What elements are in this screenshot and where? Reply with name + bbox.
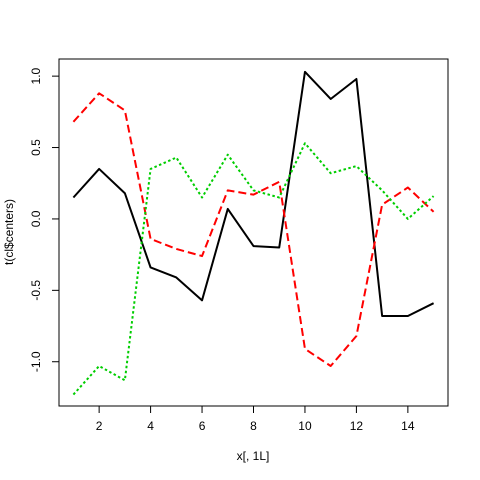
x-tick-label: 14 (401, 419, 415, 433)
x-axis: 2 4 6 8 10 12 14 (96, 405, 415, 433)
x-axis-label: x[, 1L] (237, 449, 270, 463)
x-tick-label: 10 (298, 419, 312, 433)
x-tick-label: 8 (250, 419, 257, 433)
y-tick-label: 1.0 (29, 67, 43, 84)
y-tick-label: 0.5 (29, 139, 43, 156)
series-line-2 (72, 92, 435, 368)
y-axis-label: t(cl$centers) (2, 199, 16, 265)
x-tick-label: 2 (96, 419, 103, 433)
plot-frame (58, 58, 449, 407)
series-line-3 (72, 142, 435, 396)
y-axis: -1.0 -0.5 0.0 0.5 1.0 (29, 67, 60, 372)
x-tick-label: 12 (350, 419, 364, 433)
x-tick-label: 6 (199, 419, 206, 433)
y-tick-label: 0.0 (29, 210, 43, 227)
series-layer (72, 70, 435, 396)
y-tick-label: -1.0 (29, 351, 43, 372)
x-tick-label: 4 (147, 419, 154, 433)
y-tick-label: -0.5 (29, 280, 43, 301)
series-line-1 (72, 70, 435, 318)
